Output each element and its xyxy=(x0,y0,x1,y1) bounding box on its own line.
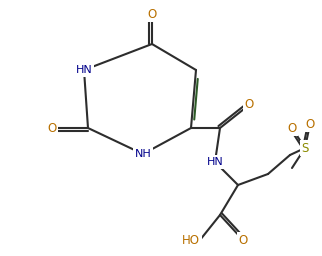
Text: O: O xyxy=(305,118,315,131)
Text: O: O xyxy=(238,233,248,247)
Text: NH: NH xyxy=(135,149,151,159)
Text: HO: HO xyxy=(182,233,200,247)
Text: O: O xyxy=(147,7,156,20)
Text: O: O xyxy=(287,122,297,134)
Text: O: O xyxy=(47,122,57,134)
Text: HN: HN xyxy=(207,157,223,167)
Text: HN: HN xyxy=(76,65,92,75)
Text: S: S xyxy=(301,142,309,155)
Text: O: O xyxy=(244,99,254,112)
